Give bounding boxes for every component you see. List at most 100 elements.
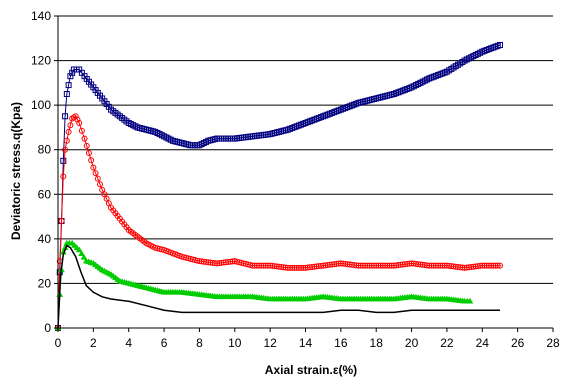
data-point [448,263,455,270]
data-point [88,157,95,164]
data-point [295,264,302,271]
data-point [220,259,227,266]
x-tick-label: 12 [263,336,277,350]
data-point [399,261,406,268]
data-point [78,127,85,134]
data-point [289,264,296,271]
data-point [200,258,207,265]
data-point [450,263,457,270]
data-point [60,157,67,164]
data-point [454,263,461,270]
y-tick-label: 80 [38,143,52,157]
x-tick-label: 28 [546,336,560,350]
data-point [428,262,435,269]
data-point [439,262,446,269]
data-point [357,262,364,269]
x-tick-label: 6 [161,336,168,350]
data-point [67,122,74,129]
y-tick-label: 40 [38,232,52,246]
x-tick-label: 18 [370,336,384,350]
data-point [264,262,271,269]
series-line [57,244,500,329]
data-point [382,262,389,269]
data-point [459,264,466,271]
data-point [364,262,371,269]
data-point [329,261,336,268]
x-axis-title: Axial strain.ε(%) [265,363,357,377]
data-point [468,263,475,270]
data-point [85,150,92,157]
data-point [461,264,468,271]
data-point [397,261,404,268]
series-1 [55,113,503,331]
data-point [249,262,256,269]
data-point [65,82,72,89]
data-point [463,264,470,271]
data-point [92,170,99,177]
x-tick-label: 16 [334,336,348,350]
data-point [395,262,402,269]
data-point [406,260,413,267]
data-point [253,262,260,269]
data-point [320,262,327,269]
y-axis-title: Deviatoric stress.q(Kpa) [9,102,23,240]
data-point [430,262,437,269]
data-point [271,263,278,270]
y-tick-label: 120 [31,54,51,68]
data-point [94,175,101,182]
data-point [492,262,499,269]
data-point [344,261,351,268]
data-point [470,263,477,270]
x-tick-label: 14 [299,336,313,350]
data-point [291,264,298,271]
data-point [412,260,419,267]
data-point [211,260,218,267]
data-point [229,258,236,265]
data-point [479,262,486,269]
data-point [337,260,344,267]
data-point [251,262,258,269]
y-tick-label: 0 [44,321,51,335]
data-point [258,262,265,269]
data-point [494,262,501,269]
data-point [260,262,267,269]
data-point [371,262,378,269]
data-point [216,260,223,267]
data-point [203,258,210,265]
y-tick-label: 140 [31,9,51,23]
data-point [488,262,495,269]
data-point [483,262,490,269]
data-point [315,263,322,270]
y-tick-label: 60 [38,187,52,201]
y-tick-label: 100 [31,98,51,112]
data-point [67,73,74,80]
x-tick-label: 0 [55,336,62,350]
data-point [304,264,311,271]
data-point [293,264,300,271]
x-tick-label: 8 [196,336,203,350]
data-point [311,263,318,270]
data-point [359,262,366,269]
data-point [415,261,422,268]
data-point [256,262,263,269]
data-point [340,260,347,267]
data-point [76,119,83,126]
data-point [205,259,212,266]
data-point [218,259,225,266]
data-point [390,262,397,269]
data-point [351,262,358,269]
data-point [313,263,320,270]
x-tick-label: 26 [511,336,525,350]
x-tick-label: 10 [228,336,242,350]
data-point [63,137,70,144]
series-3 [57,244,500,329]
data-point [287,264,294,271]
series-layer [54,41,503,331]
data-point [273,263,280,270]
series-line [57,44,501,329]
data-point [335,260,342,267]
data-point [426,262,433,269]
data-point [209,259,216,266]
data-point [78,250,86,256]
